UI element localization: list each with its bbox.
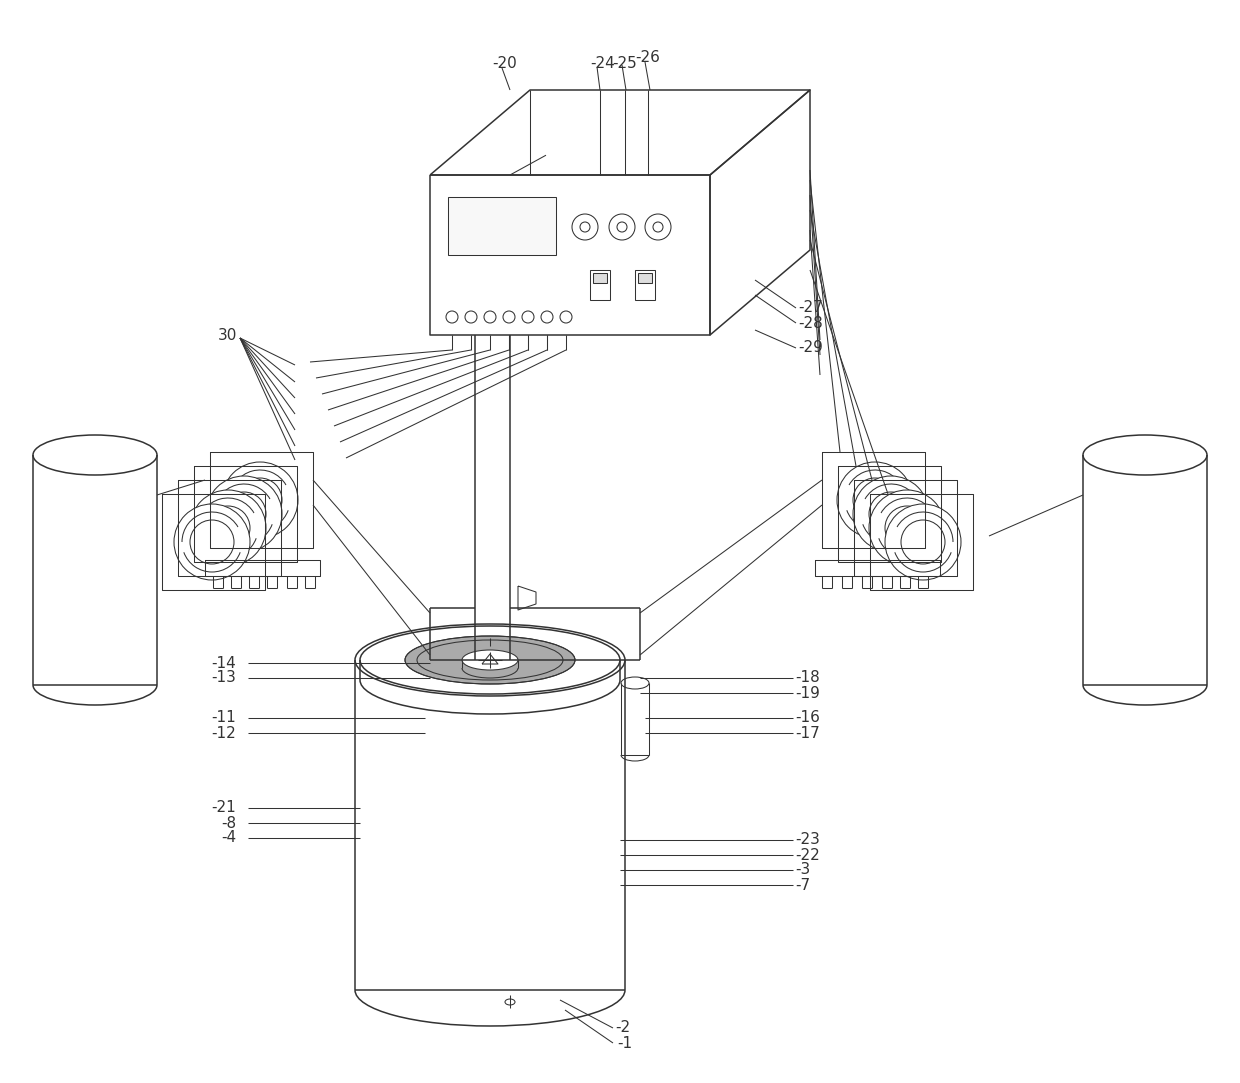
Ellipse shape bbox=[609, 214, 635, 240]
Bar bbox=[593, 273, 608, 283]
Ellipse shape bbox=[206, 506, 250, 550]
Text: -25: -25 bbox=[613, 55, 637, 70]
Ellipse shape bbox=[190, 520, 234, 564]
Ellipse shape bbox=[503, 311, 515, 323]
Ellipse shape bbox=[484, 311, 496, 323]
Ellipse shape bbox=[901, 520, 945, 564]
Ellipse shape bbox=[541, 311, 553, 323]
Ellipse shape bbox=[853, 478, 897, 522]
Text: -29: -29 bbox=[799, 340, 823, 355]
Ellipse shape bbox=[869, 492, 913, 536]
Text: -7: -7 bbox=[795, 877, 810, 892]
Ellipse shape bbox=[853, 477, 929, 552]
Ellipse shape bbox=[463, 650, 518, 670]
Bar bbox=[590, 270, 610, 300]
Bar bbox=[635, 270, 655, 300]
Ellipse shape bbox=[206, 477, 281, 552]
Text: -23: -23 bbox=[795, 833, 820, 848]
Text: -26: -26 bbox=[635, 51, 660, 65]
Text: -12: -12 bbox=[211, 726, 236, 741]
Text: -4: -4 bbox=[221, 831, 236, 846]
Ellipse shape bbox=[465, 311, 477, 323]
Ellipse shape bbox=[522, 311, 534, 323]
Ellipse shape bbox=[885, 506, 929, 550]
Ellipse shape bbox=[837, 462, 913, 538]
Text: -13: -13 bbox=[211, 670, 236, 686]
Text: -18: -18 bbox=[795, 670, 820, 686]
Ellipse shape bbox=[645, 214, 671, 240]
Ellipse shape bbox=[560, 311, 572, 323]
Text: -11: -11 bbox=[211, 710, 236, 726]
Text: -20: -20 bbox=[492, 55, 517, 70]
Ellipse shape bbox=[446, 311, 458, 323]
Text: -14: -14 bbox=[211, 655, 236, 670]
Ellipse shape bbox=[885, 504, 961, 580]
Text: -27: -27 bbox=[799, 300, 823, 315]
Text: -28: -28 bbox=[799, 315, 823, 330]
Text: -19: -19 bbox=[795, 686, 820, 701]
Bar bbox=[448, 197, 556, 255]
Ellipse shape bbox=[405, 636, 575, 684]
Text: -22: -22 bbox=[795, 848, 820, 862]
Ellipse shape bbox=[174, 504, 250, 580]
Text: -17: -17 bbox=[795, 726, 820, 741]
Ellipse shape bbox=[238, 478, 281, 522]
Text: -3: -3 bbox=[795, 862, 810, 877]
Ellipse shape bbox=[572, 214, 598, 240]
Text: -8: -8 bbox=[221, 815, 236, 831]
Ellipse shape bbox=[222, 462, 298, 538]
Text: 30: 30 bbox=[218, 327, 237, 342]
Text: -2: -2 bbox=[615, 1020, 630, 1035]
Ellipse shape bbox=[222, 492, 267, 536]
Ellipse shape bbox=[869, 490, 945, 566]
Bar bbox=[639, 273, 652, 283]
Text: -21: -21 bbox=[211, 800, 236, 815]
Text: -16: -16 bbox=[795, 710, 820, 726]
Text: -24: -24 bbox=[590, 55, 615, 70]
Ellipse shape bbox=[190, 490, 267, 566]
Text: -1: -1 bbox=[618, 1035, 632, 1051]
